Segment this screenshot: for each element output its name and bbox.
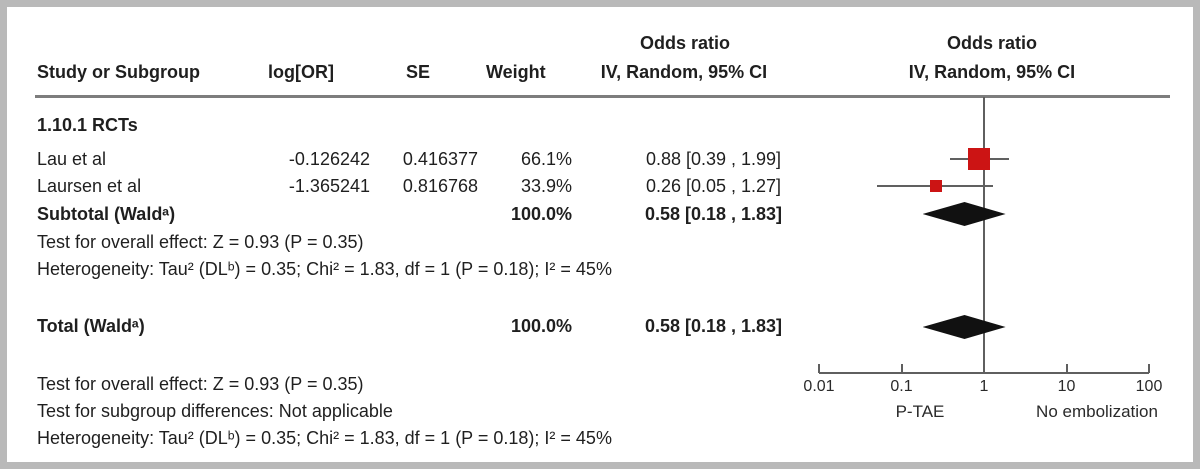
study-se: 0.816768 <box>402 176 478 196</box>
total-label: Total (Waldᵃ) <box>37 316 145 336</box>
study-name: Lau et al <box>37 149 107 169</box>
effect-point-square <box>929 180 942 192</box>
footer-subgroup-differences-test: Test for subgroup differences: Not appli… <box>37 401 393 421</box>
effect-point-square <box>968 148 991 170</box>
study-logor: -0.126242 <box>288 149 370 169</box>
x-axis-tick-label: 0.1 <box>890 378 913 395</box>
forest-plot: 0.01 0.1 1 10 100 P-TAE No embolization <box>787 92 1193 437</box>
axis-right-direction-label: No embolization <box>1036 402 1158 421</box>
null-effect-line <box>983 97 985 372</box>
subgroup-label: 1.10.1 RCTs <box>37 115 138 135</box>
study-name: Laursen et al <box>37 176 142 196</box>
x-axis-tick-label: 100 <box>1135 378 1163 395</box>
x-axis-tick <box>983 364 985 373</box>
x-axis-tick-label: 1 <box>979 378 989 395</box>
header-odds-ratio-text: Odds ratio <box>639 33 730 53</box>
header-odds-ratio-plot: Odds ratio <box>946 33 1037 53</box>
x-axis-tick <box>900 364 903 373</box>
axis-left-direction-label: P-TAE <box>895 402 945 421</box>
subtotal-ci: 0.58 [0.18 , 1.83] <box>644 204 783 224</box>
total-weight: 100.0% <box>510 316 572 336</box>
x-axis-tick <box>818 364 820 373</box>
header-log-or: log[OR] <box>268 62 334 82</box>
subtotal-diamond <box>922 202 1006 226</box>
subtotal-label: Subtotal (Waldᵃ) <box>37 204 176 224</box>
study-ci: 0.88 [0.39 , 1.99] <box>645 149 782 169</box>
header-divider-line <box>35 95 1170 98</box>
header-iv-random-ci-plot: IV, Random, 95% CI <box>908 62 1076 82</box>
subtotal-weight: 100.0% <box>510 204 572 224</box>
study-weight: 66.1% <box>520 149 572 169</box>
footer-overall-effect-test: Test for overall effect: Z = 0.93 (P = 0… <box>37 374 364 394</box>
header-se: SE <box>406 62 431 82</box>
study-logor: -1.365241 <box>288 176 370 196</box>
study-weight: 33.9% <box>520 176 572 196</box>
x-axis-tick-label: 10 <box>1057 378 1076 395</box>
header-study-or-subgroup: Study or Subgroup <box>37 62 200 82</box>
study-se: 0.416377 <box>402 149 478 169</box>
footer-heterogeneity-test: Heterogeneity: Tau² (DLᵇ) = 0.35; Chi² =… <box>37 428 612 448</box>
header-weight: Weight <box>486 62 546 82</box>
study-ci: 0.26 [0.05 , 1.27] <box>645 176 782 196</box>
subgroup-heterogeneity-test: Heterogeneity: Tau² (DLᵇ) = 0.35; Chi² =… <box>37 259 612 279</box>
total-ci: 0.58 [0.18 , 1.83] <box>644 316 783 336</box>
total-diamond <box>922 315 1006 339</box>
x-axis-tick <box>1065 364 1068 373</box>
x-axis-tick-label: 0.01 <box>803 378 835 395</box>
subgroup-overall-effect-test: Test for overall effect: Z = 0.93 (P = 0… <box>37 232 364 252</box>
x-axis-line <box>819 372 1149 374</box>
x-axis-tick <box>1148 364 1150 373</box>
header-iv-random-ci-text: IV, Random, 95% CI <box>600 62 768 82</box>
